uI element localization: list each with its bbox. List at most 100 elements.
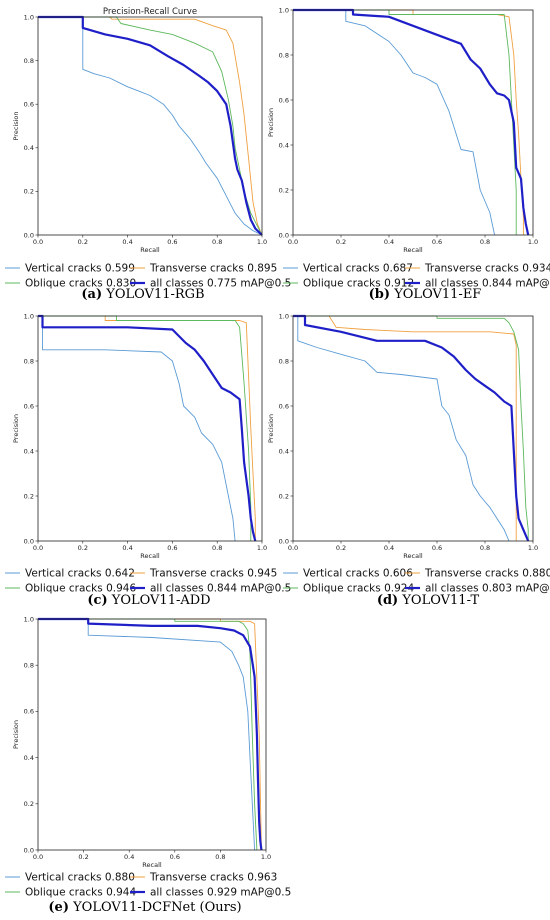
y-tick-label: 0.8 [24,662,34,670]
legend-label-transverse: Transverse cracks 0.945 [149,568,277,580]
plot-frame [37,315,263,542]
x-axis-label: Recall [140,552,160,560]
legend-label-oblique: Oblique cracks 0.924 [303,583,414,595]
legend-label-oblique: Oblique cracks 0.944 [25,887,136,899]
y-axis-label: Precision [12,720,20,749]
chart-panel-c: 0.0 0.2 0.4 0.6 0.8 1.0 0.0 0.2 0.4 0.6 0.8 1.0 Reca… [5,312,291,608]
series-line-vertical [38,618,256,851]
series-line-transverse [38,16,263,236]
y-tick-label: 0.8 [279,51,289,59]
chart-panel-d: 0.0 0.2 0.4 0.6 0.8 1.0 0.0 0.2 0.4 0.6 0.8 1.0 Reca… [267,312,550,608]
x-tick-label: 0.8 [480,238,490,246]
series-line-transverse [293,9,524,235]
x-axis-label: Recall [403,552,423,560]
y-tick-label: 1.0 [24,13,34,21]
panel-caption: (e) YOLOV11-DCFNet (Ours) [48,900,241,915]
plot-title: Precision-Recall Curve [103,7,197,17]
chart-panel-e: 0.0 0.2 0.4 0.6 0.8 1.0 0.0 0.2 0.4 0.6 0.8 1.0 Reca… [5,615,291,915]
series-line-oblique [38,618,258,851]
x-tick-label: 1.0 [528,544,538,552]
y-tick-label: 0.4 [279,447,289,455]
series-line-all [38,314,257,542]
x-tick-label: 1.0 [528,238,538,246]
y-tick-label: 0.8 [279,357,289,365]
legend-label-vertical: Vertical cracks 0.606 [303,568,413,580]
plot-frame [292,9,534,236]
x-tick-label: 0.0 [33,238,43,246]
y-tick-label: 0.4 [279,141,289,149]
x-tick-label: 0.6 [167,238,177,246]
x-axis-label: Recall [403,246,423,254]
series-line-transverse [293,315,517,541]
series-line-oblique [293,9,517,235]
series-line-oblique [38,315,252,541]
legend-label-transverse: Transverse cracks 0.880 [424,568,550,580]
y-tick-label: 0.6 [24,708,34,716]
legend-label-transverse: Transverse cracks 0.934 [424,263,550,275]
x-tick-label: 1.0 [261,853,271,861]
legend-label-vertical: Vertical cracks 0.687 [303,263,413,275]
x-tick-label: 0.2 [336,238,346,246]
legend-label-all: all classes 0.803 mAP@0.5 [425,583,550,595]
x-tick-label: 0.8 [212,544,222,552]
caption-model-name: YOLOV11-RGB [102,287,204,302]
x-tick-label: 0.8 [480,544,490,552]
legend-label-vertical: Vertical cracks 0.880 [25,872,135,884]
x-tick-label: 0.2 [78,544,88,552]
y-tick-label: 0.6 [279,402,289,410]
legend-label-all: all classes 0.929 mAP@0.5 [150,887,291,899]
y-tick-label: 0.2 [24,188,34,196]
y-tick-label: 0.4 [24,144,34,152]
x-tick-label: 0.0 [288,544,298,552]
y-tick-label: 0.0 [279,231,289,239]
y-axis-label: Precision [267,108,275,137]
x-tick-label: 0.0 [33,853,43,861]
legend-label-oblique: Oblique cracks 0.912 [303,278,414,290]
series-line-all [293,8,530,236]
plot-frame [292,315,534,542]
x-tick-label: 0.0 [33,544,43,552]
caption-letter: (c) [87,593,107,608]
y-tick-label: 0.6 [24,402,34,410]
y-tick-label: 1.0 [24,615,34,623]
caption-letter: (b) [369,287,390,302]
legend-label-vertical: Vertical cracks 0.642 [25,568,135,580]
x-tick-label: 1.0 [257,544,267,552]
y-tick-label: 0.6 [24,101,34,109]
legend-label-transverse: Transverse cracks 0.895 [149,263,277,275]
caption-model-name: YOLOV11-EF [390,287,481,302]
y-tick-label: 0.0 [279,537,289,545]
x-tick-label: 0.4 [384,544,394,552]
series-line-vertical [38,16,263,236]
x-tick-label: 1.0 [257,238,267,246]
x-axis-label: Recall [142,861,162,869]
y-tick-label: 1.0 [24,312,34,320]
series-line-all [293,314,530,542]
series-line-vertical [293,315,510,542]
y-tick-label: 0.4 [24,754,34,762]
chart-panel-a: 0.0 0.2 0.4 0.6 0.8 1.0 0.0 0.2 0.4 0.6 0.8 1.0 Reca… [5,7,291,302]
y-tick-label: 0.4 [24,447,34,455]
panel-caption: (b) YOLOV11-EF [369,287,482,302]
y-tick-label: 0.8 [24,357,34,365]
panel-caption: (c) YOLOV11-ADD [87,593,210,608]
x-tick-label: 0.6 [432,544,442,552]
panel-caption: (d) YOLOV11-T [377,593,480,608]
y-axis-label: Precision [267,414,275,443]
y-tick-label: 0.0 [24,846,34,854]
y-tick-label: 0.0 [24,231,34,239]
x-tick-label: 0.4 [122,544,132,552]
plot-frame [37,16,263,236]
y-tick-label: 1.0 [279,312,289,320]
series-line-oblique [293,315,529,541]
panel-caption: (a) YOLOV11-RGB [81,287,204,302]
caption-model-name: YOLOV11-T [398,593,479,608]
series-line-oblique [38,16,263,236]
caption-letter: (a) [81,287,102,302]
x-tick-label: 0.4 [384,238,394,246]
caption-letter: (d) [377,593,398,608]
y-axis-label: Precision [12,414,20,443]
series-line-transverse [38,618,262,851]
series-line-transverse [38,315,256,541]
